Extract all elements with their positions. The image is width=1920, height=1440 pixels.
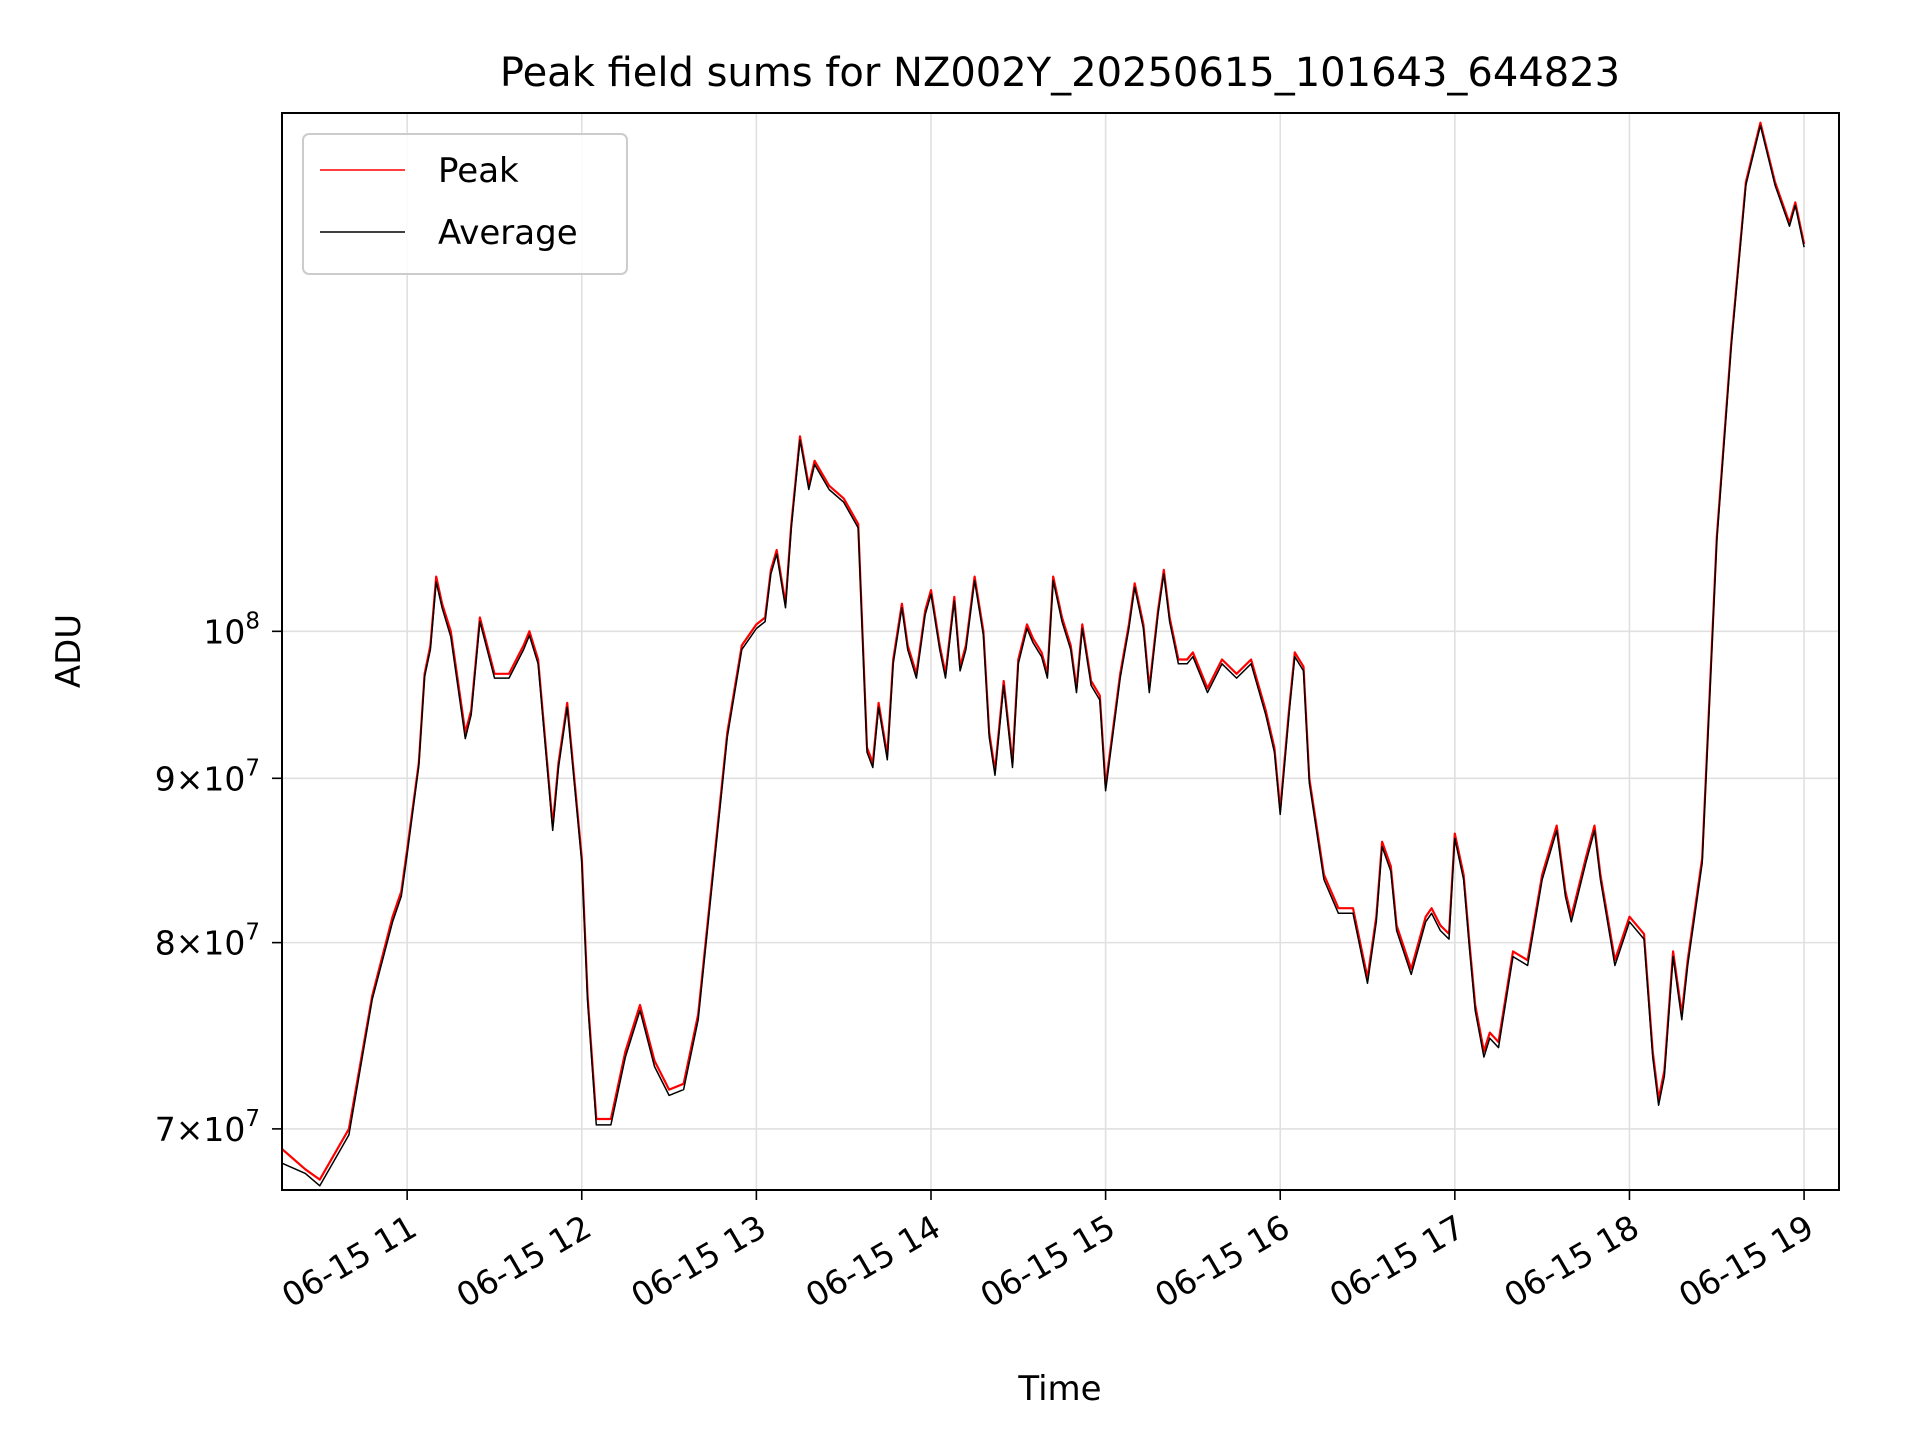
y-axis-title: ADU [49, 614, 89, 688]
plot-frame [281, 112, 1840, 1191]
legend: Peak Average [302, 133, 628, 275]
y-tick-label: 8×107 [155, 920, 260, 963]
y-tick-label: 9×107 [155, 755, 260, 798]
series-lines [281, 121, 1806, 1187]
series-line-average [281, 124, 1805, 1187]
grid-lines [282, 113, 1839, 1190]
legend-label-peak: Peak [438, 151, 519, 191]
x-axis-title: Time [1017, 1369, 1101, 1409]
legend-label-average: Average [438, 213, 578, 253]
legend-box [302, 133, 628, 275]
chart-title: Peak field sums for NZ002Y_20250615_1016… [500, 50, 1620, 96]
y-tick-label: 7×107 [155, 1106, 260, 1149]
